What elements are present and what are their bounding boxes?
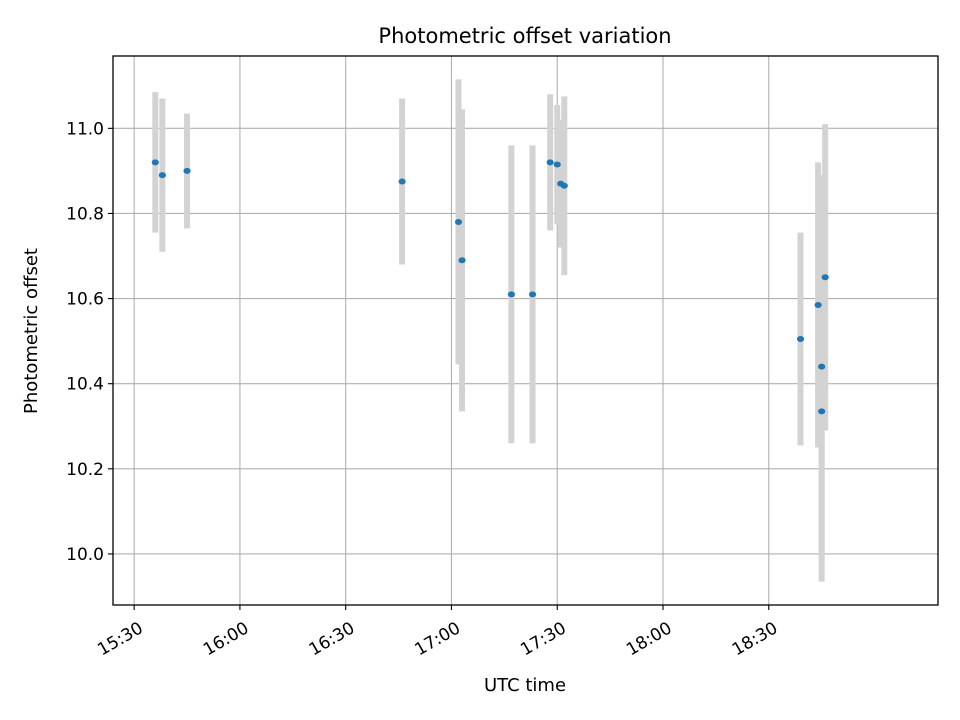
data-point: [158, 172, 166, 179]
y-tick-label: 10.2: [66, 460, 104, 480]
data-point: [151, 159, 159, 166]
y-tick-label: 10.0: [66, 545, 104, 565]
y-tick-label: 10.6: [66, 290, 104, 310]
data-point: [553, 161, 561, 168]
data-points: [151, 159, 829, 415]
y-tick-label: 10.8: [66, 204, 104, 224]
data-point: [818, 363, 826, 370]
data-point: [821, 274, 829, 281]
x-axis-label: UTC time: [484, 675, 566, 696]
y-tick-label: 11.0: [66, 119, 104, 139]
data-point: [560, 182, 568, 189]
data-point: [528, 291, 537, 298]
data-point: [454, 218, 463, 225]
data-point: [507, 291, 515, 298]
plot-frame: [112, 55, 939, 606]
y-axis-label: Photometric offset: [21, 248, 42, 414]
chart-title: Photometric offset variation: [378, 24, 671, 48]
data-point: [814, 301, 822, 308]
data-point: [796, 336, 805, 343]
data-point: [818, 408, 826, 415]
data-point: [546, 159, 554, 166]
y-tick-label: 10.4: [66, 375, 104, 395]
data-point: [458, 257, 466, 264]
data-point: [398, 178, 406, 185]
data-point: [183, 167, 191, 174]
